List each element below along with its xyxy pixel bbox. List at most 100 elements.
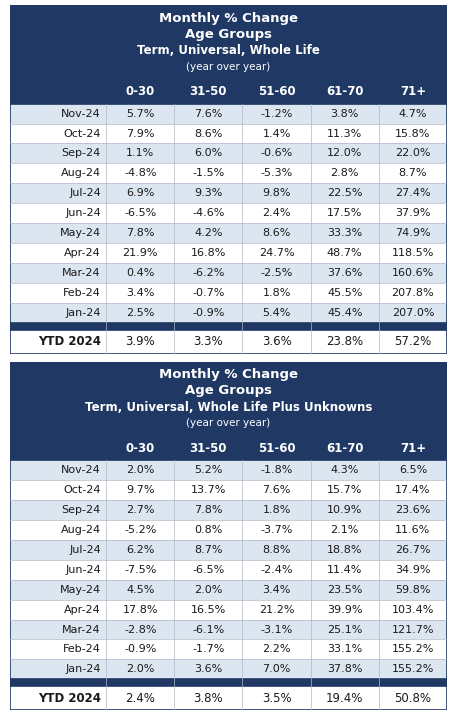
Text: Sep-24: Sep-24 — [62, 149, 101, 159]
Text: -0.6%: -0.6% — [260, 149, 292, 159]
Text: -4.8%: -4.8% — [124, 168, 156, 178]
Text: 5.7%: 5.7% — [126, 109, 154, 119]
Text: Jan-24: Jan-24 — [65, 308, 101, 318]
Text: 45.4%: 45.4% — [327, 308, 362, 318]
Text: 5.4%: 5.4% — [262, 308, 291, 318]
Text: -1.8%: -1.8% — [260, 465, 293, 475]
Text: -3.1%: -3.1% — [260, 624, 292, 634]
Text: Apr-24: Apr-24 — [64, 605, 101, 615]
Text: 160.6%: 160.6% — [392, 268, 434, 278]
Text: May-24: May-24 — [60, 585, 101, 595]
Text: Sep-24: Sep-24 — [62, 505, 101, 515]
Text: 3.4%: 3.4% — [126, 288, 154, 298]
Text: -1.7%: -1.7% — [192, 644, 224, 654]
Bar — [10, 362, 447, 436]
Text: -1.5%: -1.5% — [192, 168, 224, 178]
Text: -0.9%: -0.9% — [124, 644, 156, 654]
Text: 103.4%: 103.4% — [392, 605, 434, 615]
Text: 8.7%: 8.7% — [194, 545, 223, 555]
Text: 19.4%: 19.4% — [326, 691, 363, 705]
Text: Jul-24: Jul-24 — [69, 188, 101, 198]
Bar — [10, 540, 447, 560]
Text: 2.1%: 2.1% — [330, 525, 359, 535]
Text: Jun-24: Jun-24 — [65, 565, 101, 575]
Text: 8.6%: 8.6% — [194, 129, 223, 139]
Text: 7.9%: 7.9% — [126, 129, 154, 139]
Text: Monthly % Change: Monthly % Change — [159, 368, 298, 381]
Text: 0.8%: 0.8% — [194, 525, 223, 535]
Bar — [10, 104, 447, 124]
Bar — [10, 480, 447, 500]
Text: Term, Universal, Whole Life Plus Unknowns: Term, Universal, Whole Life Plus Unknown… — [85, 400, 372, 413]
Text: 61-70: 61-70 — [326, 442, 363, 455]
Text: 4.3%: 4.3% — [330, 465, 359, 475]
Bar — [10, 80, 447, 104]
Text: 23.8%: 23.8% — [326, 335, 363, 348]
Text: 0-30: 0-30 — [126, 85, 155, 98]
Text: 9.8%: 9.8% — [262, 188, 291, 198]
Text: 26.7%: 26.7% — [395, 545, 430, 555]
Bar — [10, 600, 447, 620]
Text: 1.8%: 1.8% — [262, 505, 291, 515]
Bar — [10, 303, 447, 323]
Text: 4.5%: 4.5% — [126, 585, 154, 595]
Text: 2.0%: 2.0% — [194, 585, 223, 595]
Text: 6.9%: 6.9% — [126, 188, 154, 198]
Text: 27.4%: 27.4% — [395, 188, 431, 198]
Bar — [10, 639, 447, 659]
Text: 7.8%: 7.8% — [126, 228, 154, 238]
Text: 11.3%: 11.3% — [327, 129, 362, 139]
Text: Age Groups: Age Groups — [185, 28, 272, 41]
Text: 45.5%: 45.5% — [327, 288, 362, 298]
Text: -6.1%: -6.1% — [192, 624, 224, 634]
Text: 2.4%: 2.4% — [262, 208, 291, 218]
Text: -6.5%: -6.5% — [192, 565, 224, 575]
Text: 51-60: 51-60 — [258, 442, 295, 455]
Text: 59.8%: 59.8% — [395, 585, 430, 595]
Text: -2.4%: -2.4% — [260, 565, 293, 575]
Text: 155.2%: 155.2% — [392, 664, 434, 674]
Text: 4.7%: 4.7% — [399, 109, 427, 119]
Text: Jun-24: Jun-24 — [65, 208, 101, 218]
Text: Aug-24: Aug-24 — [61, 525, 101, 535]
Text: YTD 2024: YTD 2024 — [38, 335, 101, 348]
Text: 2.7%: 2.7% — [126, 505, 154, 515]
Text: 3.8%: 3.8% — [330, 109, 359, 119]
Text: 2.0%: 2.0% — [126, 664, 154, 674]
Text: 9.3%: 9.3% — [194, 188, 223, 198]
Text: 31-50: 31-50 — [190, 442, 227, 455]
Text: 17.4%: 17.4% — [395, 485, 430, 495]
Text: 23.6%: 23.6% — [395, 505, 430, 515]
Text: 17.8%: 17.8% — [122, 605, 158, 615]
Text: -7.5%: -7.5% — [124, 565, 156, 575]
Text: 8.6%: 8.6% — [262, 228, 291, 238]
Text: 7.0%: 7.0% — [262, 664, 291, 674]
Bar — [10, 620, 447, 639]
Bar — [10, 520, 447, 540]
Text: 6.0%: 6.0% — [194, 149, 223, 159]
Text: 31-50: 31-50 — [190, 85, 227, 98]
Text: 57.2%: 57.2% — [394, 335, 431, 348]
Text: 10.9%: 10.9% — [327, 505, 362, 515]
Text: Oct-24: Oct-24 — [64, 485, 101, 495]
Text: 155.2%: 155.2% — [392, 644, 434, 654]
Text: 37.8%: 37.8% — [327, 664, 362, 674]
Text: -6.5%: -6.5% — [124, 208, 156, 218]
Text: Nov-24: Nov-24 — [61, 465, 101, 475]
Text: 118.5%: 118.5% — [392, 248, 434, 258]
Bar — [10, 144, 447, 164]
Text: -0.7%: -0.7% — [192, 288, 224, 298]
Bar — [10, 560, 447, 580]
Text: -5.3%: -5.3% — [260, 168, 292, 178]
Text: (year over year): (year over year) — [186, 418, 271, 428]
Text: May-24: May-24 — [60, 228, 101, 238]
Text: Feb-24: Feb-24 — [63, 644, 101, 654]
Text: 51-60: 51-60 — [258, 85, 295, 98]
Text: 9.7%: 9.7% — [126, 485, 154, 495]
Text: 6.2%: 6.2% — [126, 545, 154, 555]
Text: 1.4%: 1.4% — [262, 129, 291, 139]
Text: 71+: 71+ — [400, 442, 426, 455]
Text: Aug-24: Aug-24 — [61, 168, 101, 178]
Text: 3.6%: 3.6% — [262, 335, 292, 348]
Text: 5.2%: 5.2% — [194, 465, 223, 475]
